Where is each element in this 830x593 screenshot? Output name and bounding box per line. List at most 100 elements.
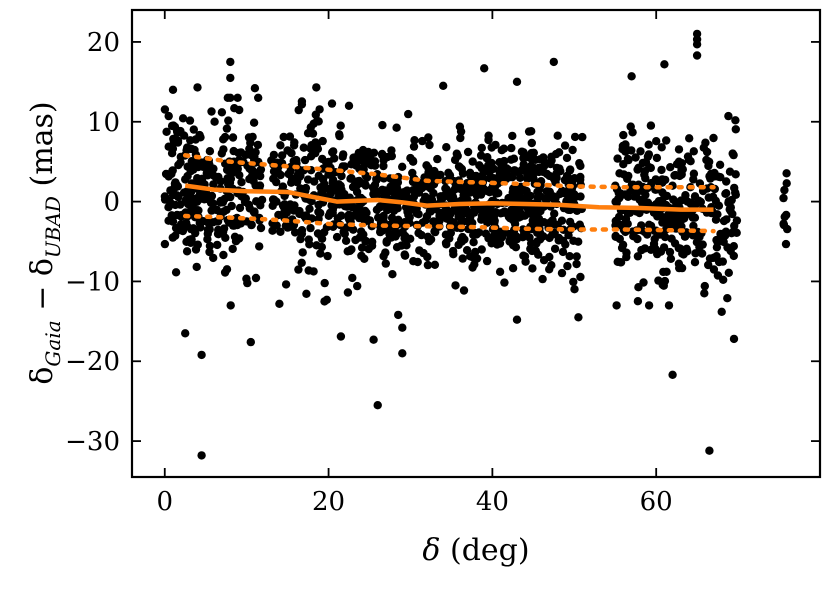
- y-label-delta2: δ: [25, 258, 60, 276]
- outlier-point: [398, 323, 407, 332]
- data-point: [255, 242, 264, 251]
- data-point: [700, 281, 709, 291]
- data-point: [326, 189, 335, 199]
- data-point: [304, 266, 313, 275]
- data-point: [253, 140, 263, 150]
- data-point: [726, 246, 735, 256]
- data-point: [221, 233, 230, 242]
- data-point: [398, 188, 407, 197]
- data-point: [666, 163, 675, 172]
- data-point: [205, 241, 215, 251]
- data-point: [226, 301, 235, 310]
- data-point: [695, 242, 704, 252]
- x-tick-label: 60: [640, 487, 673, 517]
- data-point: [431, 227, 440, 237]
- data-point: [447, 207, 456, 216]
- y-label-sub2: UBAD: [41, 196, 65, 258]
- data-point: [779, 193, 788, 203]
- data-point: [277, 151, 287, 160]
- data-point: [518, 194, 527, 203]
- data-point: [409, 142, 419, 151]
- data-point: [379, 252, 388, 261]
- data-point: [164, 111, 173, 121]
- data-point: [664, 301, 674, 310]
- data-point: [378, 120, 387, 130]
- outlier-point: [181, 329, 190, 338]
- data-point: [332, 232, 342, 242]
- data-point: [623, 154, 633, 164]
- data-point: [666, 219, 676, 228]
- data-point: [539, 256, 549, 265]
- data-point: [285, 132, 295, 141]
- data-point: [365, 216, 375, 225]
- data-point: [414, 188, 424, 197]
- data-point: [471, 247, 480, 257]
- data-point: [220, 132, 230, 142]
- data-point: [252, 168, 261, 178]
- data-point: [619, 130, 628, 140]
- data-point: [537, 167, 547, 176]
- lower-dispersion-line: [182, 213, 716, 234]
- data-point: [506, 155, 516, 164]
- data-point: [360, 206, 370, 216]
- data-point: [359, 179, 368, 188]
- data-point: [174, 192, 183, 202]
- data-point: [196, 223, 205, 232]
- data-point: [387, 146, 396, 155]
- data-point: [545, 233, 554, 243]
- outlier-point: [320, 297, 329, 306]
- data-point: [176, 212, 186, 221]
- data-point: [217, 108, 227, 117]
- data-point: [281, 202, 290, 212]
- data-point: [554, 233, 564, 243]
- data-point: [251, 273, 261, 283]
- y-tick-label: 0: [103, 188, 120, 218]
- data-point: [482, 256, 492, 266]
- data-point: [328, 148, 337, 157]
- data-point: [514, 168, 524, 177]
- data-point: [681, 191, 690, 200]
- data-point: [704, 260, 713, 270]
- data-point: [247, 220, 256, 230]
- data-point: [554, 148, 564, 157]
- data-point: [724, 268, 733, 277]
- data-point: [497, 146, 506, 155]
- data-point: [572, 259, 581, 269]
- data-point: [712, 253, 721, 263]
- data-point: [728, 149, 737, 158]
- data-point: [526, 209, 535, 218]
- data-point: [701, 138, 710, 147]
- data-point: [666, 254, 676, 263]
- data-point: [226, 93, 235, 103]
- data-point: [161, 169, 171, 179]
- data-point: [182, 247, 192, 256]
- data-point: [169, 121, 178, 130]
- data-point: [518, 233, 527, 242]
- data-point: [779, 220, 789, 230]
- data-point: [364, 150, 373, 159]
- data-point: [722, 189, 731, 198]
- data-point: [709, 265, 719, 274]
- data-point: [216, 177, 225, 186]
- data-point: [714, 201, 724, 210]
- data-point: [637, 221, 646, 230]
- data-point: [425, 237, 434, 246]
- data-point: [640, 170, 649, 179]
- data-point: [644, 220, 654, 229]
- data-point: [205, 247, 214, 257]
- data-point: [314, 171, 323, 180]
- data-point: [505, 237, 514, 246]
- data-point: [185, 116, 195, 125]
- data-point: [711, 215, 721, 224]
- data-point: [283, 146, 292, 155]
- data-point: [657, 143, 666, 152]
- data-point: [227, 168, 236, 178]
- data-point: [276, 141, 285, 150]
- data-point: [327, 99, 337, 108]
- data-point: [665, 247, 675, 257]
- data-point: [568, 145, 577, 155]
- data-point: [314, 207, 323, 217]
- data-point: [194, 206, 203, 215]
- data-point: [487, 163, 497, 172]
- data-point: [547, 261, 556, 270]
